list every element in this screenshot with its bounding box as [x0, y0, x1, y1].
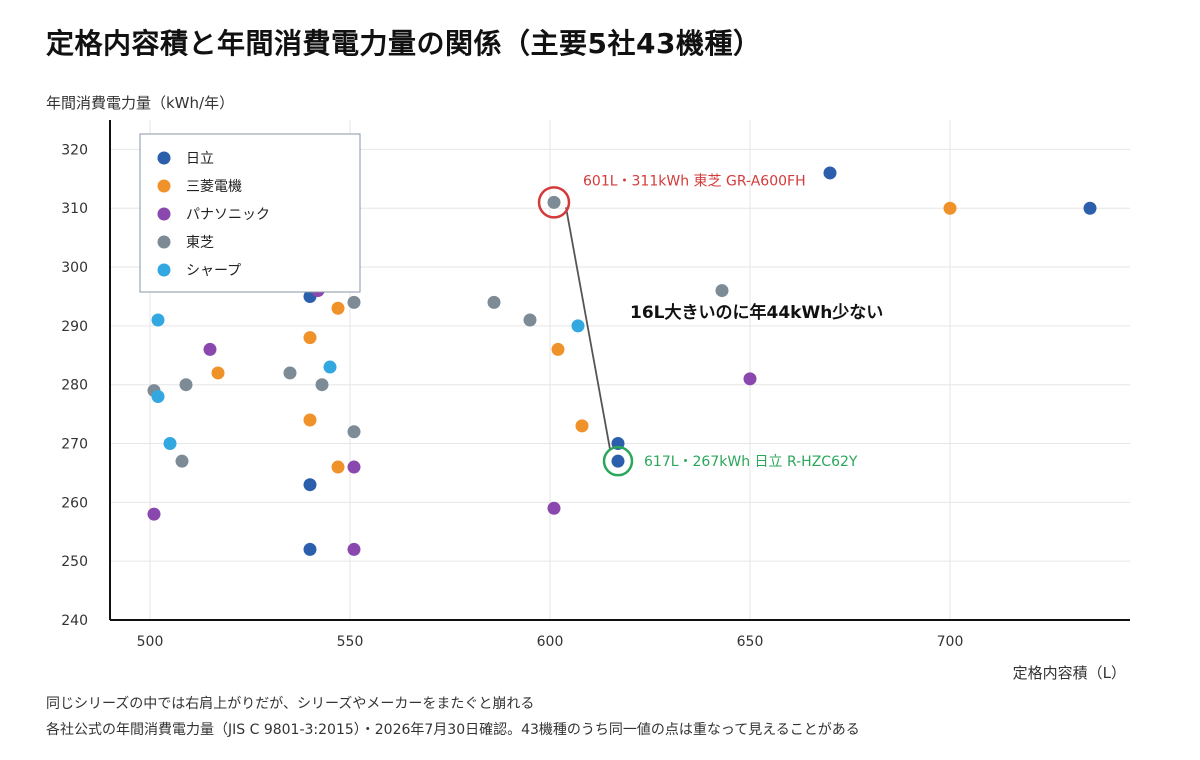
legend-box [139, 133, 361, 293]
legend-marker [157, 151, 171, 165]
y-axis-label: 年間消費電力量（kWh/年） [46, 94, 235, 112]
legend-label: 東芝 [186, 235, 214, 251]
y-tick-label: 300 [61, 260, 88, 276]
data-point [303, 542, 317, 556]
data-point [323, 360, 337, 374]
data-point [347, 460, 361, 474]
highlight-rings [537, 186, 634, 477]
legend-marker [157, 263, 171, 277]
data-point [487, 295, 501, 309]
x-tick-label: 700 [937, 634, 964, 650]
annotation-bad: 601L・311kWh 東芝 GR-A600FH [583, 173, 806, 189]
y-tick-label: 320 [61, 142, 88, 158]
data-point [331, 301, 345, 315]
data-point [547, 195, 561, 209]
data-point [331, 460, 345, 474]
legend-label: 三菱電機 [186, 179, 242, 195]
x-tick-label: 600 [537, 634, 564, 650]
data-point [743, 372, 757, 386]
data-point [571, 319, 585, 333]
data-point [211, 366, 225, 380]
x-tick-label: 500 [137, 634, 164, 650]
y-tick-label: 270 [61, 437, 88, 453]
annotation-difference: 16L大きいのに年44kWh少ない [630, 302, 883, 323]
axes [109, 120, 1130, 621]
y-tick-label: 250 [61, 554, 88, 570]
data-point [547, 501, 561, 515]
annotation-good: 617L・267kWh 日立 R-HZC62Y [644, 454, 858, 470]
tick-labels: 240 250 260 270 280 290 300 310 320 500 550 600 650 7… [61, 142, 963, 650]
annotations: 601L・311kWh 東芝 GR-A600FH 617L・267kWh 日立 R… [583, 173, 883, 470]
comparison-connector [565, 207, 611, 450]
y-tick-label: 310 [61, 201, 88, 217]
data-point [151, 389, 165, 403]
data-point [347, 295, 361, 309]
data-point [303, 478, 317, 492]
footnote-2: 各社公式の年間消費電力量（JIS C 9801-3:2015）・2026年7月3… [46, 722, 860, 738]
data-point [523, 313, 537, 327]
x-axis-label: 定格内容積（L） [1012, 664, 1126, 682]
legend-marker [157, 207, 171, 221]
data-point [179, 378, 193, 392]
data-point [1083, 201, 1097, 215]
highlight-ring-good [602, 445, 634, 477]
connector-line [565, 207, 611, 450]
data-point [147, 507, 161, 521]
y-tick-label: 260 [61, 495, 88, 511]
legend-marker [157, 179, 171, 193]
data-point [347, 542, 361, 556]
data-point [315, 378, 329, 392]
x-tick-label: 650 [737, 634, 764, 650]
legend-label: シャープ [186, 263, 241, 279]
y-tick-label: 240 [61, 613, 88, 629]
data-point [303, 413, 317, 427]
legend-label: パナソニック [186, 207, 270, 223]
data-point [715, 284, 729, 298]
y-tick-label: 280 [61, 378, 88, 394]
data-point [575, 419, 589, 433]
data-point [283, 366, 297, 380]
data-point [163, 437, 177, 451]
x-tick-label: 550 [337, 634, 364, 650]
data-point [347, 425, 361, 439]
data-point [151, 313, 165, 327]
y-tick-label: 290 [61, 319, 88, 335]
data-point [943, 201, 957, 215]
data-point [203, 342, 217, 356]
chart-title: 定格内容積と年間消費電力量の関係（主要5社43機種） [46, 27, 762, 60]
data-point [551, 342, 565, 356]
data-point [823, 166, 837, 180]
data-point [303, 331, 317, 345]
data-point [175, 454, 189, 468]
legend-marker [157, 235, 171, 249]
legend-label: 日立 [186, 151, 214, 167]
footnote-1: 同じシリーズの中では右肩上がりだが、シリーズやメーカーをまたぐと崩れる [46, 696, 535, 712]
highlight-ring-bad [537, 186, 571, 219]
data-point [611, 454, 625, 468]
